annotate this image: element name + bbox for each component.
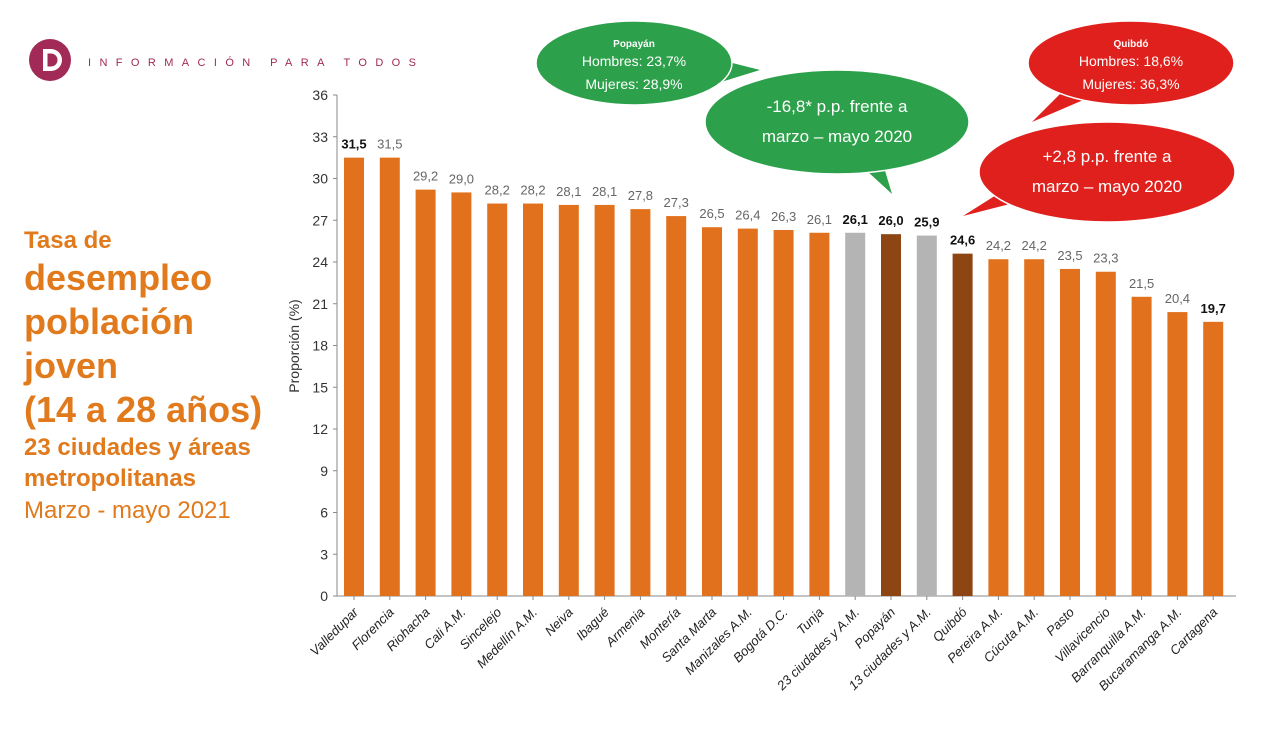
bar-value-label: 31,5 [377, 137, 402, 152]
bar-value-label: 28,2 [485, 183, 510, 198]
bar [1024, 259, 1045, 596]
bar-value-label: 26,4 [735, 208, 760, 223]
title-line-3: población [24, 301, 194, 342]
bar [379, 157, 400, 596]
bar-value-label: 28,2 [520, 183, 545, 198]
y-tick-label: 9 [320, 463, 328, 479]
bar [916, 235, 937, 596]
y-axis-title: Proporción (%) [286, 299, 302, 392]
bar [1203, 321, 1224, 596]
y-tick-label: 6 [320, 505, 328, 521]
bar [845, 232, 866, 596]
bar-value-label: 23,3 [1093, 251, 1118, 266]
side-title: Tasa de desempleo población joven (14 a … [24, 226, 262, 528]
title-line-5: (14 a 28 años) [24, 389, 263, 430]
callout-line: Hombres: 18,6% [1079, 53, 1183, 69]
bar [737, 228, 758, 596]
bar [881, 234, 901, 596]
bar [952, 253, 973, 596]
bar [344, 157, 364, 596]
bar-value-label: 26,3 [771, 209, 796, 224]
callout-line: +2,8 p.p. frente a [1042, 147, 1172, 166]
category-label: Neiva [542, 605, 576, 639]
brand-tagline: INFORMACIÓN PARA TODOS [88, 57, 425, 69]
bar [1060, 268, 1080, 596]
bar-value-label: 25,9 [914, 215, 939, 230]
title-line-1: Tasa de [24, 227, 112, 254]
bar [558, 204, 579, 597]
bar [523, 203, 543, 597]
y-tick-label: 36 [312, 87, 328, 103]
title-line-4: joven [24, 345, 119, 386]
callout-popayan-detail: Popayán Hombres: 23,7% Mujeres: 28,9% [535, 20, 760, 106]
y-tick-label: 24 [312, 254, 328, 270]
callout-line: -16,8* p.p. frente a [767, 97, 908, 116]
callout-bubble [704, 69, 970, 175]
bar [1131, 296, 1152, 596]
bar-value-label: 24,2 [986, 238, 1011, 253]
bar [1167, 312, 1188, 596]
bar-value-label: 26,1 [843, 212, 868, 227]
title-line-8: Marzo - mayo 2021 [24, 497, 231, 524]
bar-value-label: 27,3 [664, 195, 689, 210]
bar [451, 192, 472, 596]
bar-value-label: 23,5 [1057, 248, 1082, 263]
callout-line: marzo – mayo 2020 [1032, 177, 1182, 196]
bar [809, 232, 830, 596]
bar-value-label: 24,2 [1022, 238, 1047, 253]
title-line-6: 23 ciudades y áreas [24, 434, 251, 461]
bar-value-label: 26,0 [878, 213, 903, 228]
y-tick-label: 30 [312, 171, 328, 187]
bar [702, 227, 722, 597]
callout-title: Popayán [613, 39, 655, 50]
bar [1095, 271, 1116, 596]
bar-value-label: 28,1 [556, 184, 581, 199]
callout-line: Mujeres: 36,3% [1082, 76, 1179, 92]
title-line-2: desempleo [24, 257, 213, 298]
callout-popayan-change: -16,8* p.p. frente a marzo – mayo 2020 [704, 69, 970, 194]
bar-value-label: 26,5 [699, 206, 724, 221]
bar-value-label: 29,2 [413, 169, 438, 184]
y-tick-label: 12 [312, 421, 328, 437]
callout-bubble [1027, 20, 1235, 106]
callout-bubble [535, 20, 733, 106]
bar-value-label: 29,0 [449, 171, 474, 186]
callout-title: Quibdó [1114, 39, 1149, 50]
bar [773, 229, 794, 596]
callout-quibdo-change: +2,8 p.p. frente a marzo – mayo 2020 [963, 121, 1236, 223]
y-tick-label: 3 [320, 546, 328, 562]
bar [594, 204, 615, 597]
callout-bubble [978, 121, 1236, 223]
bar [415, 189, 436, 596]
category-label: Tunja [794, 605, 827, 638]
callout-line: marzo – mayo 2020 [762, 127, 912, 146]
bar [666, 216, 687, 596]
y-tick-label: 27 [312, 212, 328, 228]
callout-line: Mujeres: 28,9% [585, 76, 682, 92]
bar [630, 209, 651, 596]
category-label: Valledupar [307, 604, 362, 659]
y-tick-label: 21 [312, 296, 328, 312]
y-tick-label: 18 [312, 338, 328, 354]
bar-value-label: 31,5 [341, 137, 366, 152]
y-tick-label: 15 [312, 379, 328, 395]
dane-logo-icon [29, 39, 71, 81]
y-tick-label: 33 [312, 129, 328, 145]
bar-value-label: 26,1 [807, 212, 832, 227]
bar-value-label: 19,7 [1201, 301, 1226, 316]
bar-value-label: 24,6 [950, 233, 975, 248]
bar-value-label: 28,1 [592, 184, 617, 199]
title-line-7: metropolitanas [24, 465, 197, 492]
bar [487, 203, 508, 597]
y-tick-label: 0 [320, 588, 328, 604]
bar-value-label: 21,5 [1129, 276, 1154, 291]
bar [988, 259, 1009, 596]
bar-value-label: 20,4 [1165, 291, 1190, 306]
callout-quibdo-detail: Quibdó Hombres: 18,6% Mujeres: 36,3% [1027, 20, 1235, 122]
bar-value-label: 27,8 [628, 188, 653, 203]
callout-line: Hombres: 23,7% [582, 53, 686, 69]
